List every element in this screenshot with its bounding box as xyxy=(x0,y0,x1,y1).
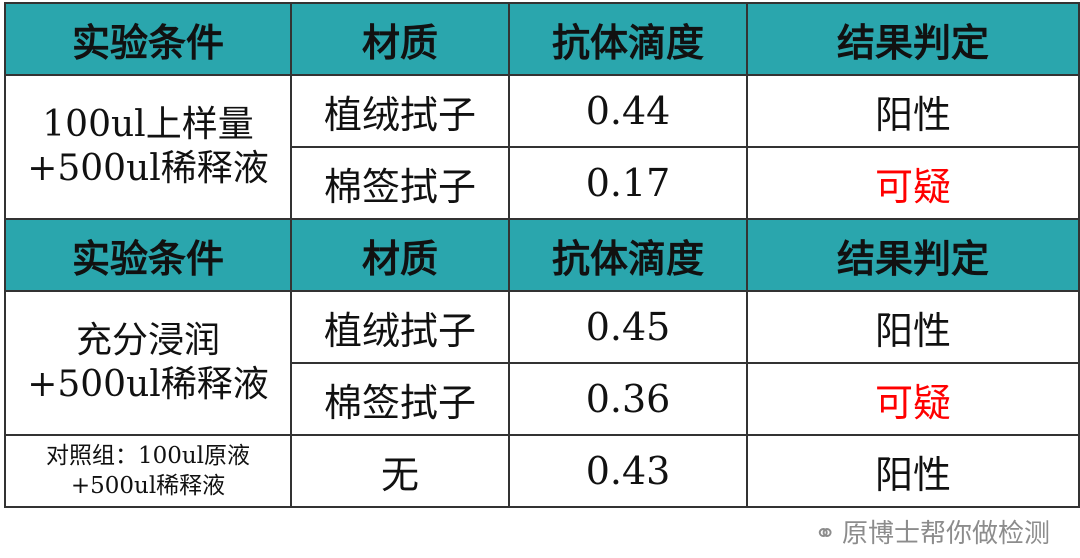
titer-cell: 0.17 xyxy=(508,146,748,220)
condition-line: 100ul上样量 xyxy=(42,104,254,145)
condition-line: +500ul稀释液 xyxy=(70,473,226,499)
table-row: 棉签拭子 0.36 可疑 xyxy=(5,362,1080,436)
results-table: 实验条件 材质 抗体滴度 结果判定 100ul上样量 +500ul稀释液 植绒拭子… xyxy=(4,2,1080,508)
titer-cell: 0.44 xyxy=(508,74,748,148)
header-titer: 抗体滴度 xyxy=(508,218,748,292)
header-material: 材质 xyxy=(290,218,510,292)
material-cell: 无 xyxy=(290,434,510,508)
condition-line: 对照组：100ul原液 xyxy=(45,443,251,469)
table-row: 棉签拭子 0.17 可疑 xyxy=(5,146,1080,220)
result-cell: 可疑 xyxy=(746,146,1080,220)
header-titer: 抗体滴度 xyxy=(508,2,748,76)
condition-cell: 100ul上样量 +500ul稀释液 xyxy=(4,74,292,220)
titer-cell: 0.45 xyxy=(508,290,748,364)
control-row: 对照组：100ul原液 +500ul稀释液 无 0.43 阳性 xyxy=(4,434,1080,508)
wechat-icon: ⚭ xyxy=(814,519,836,549)
material-cell: 植绒拭子 xyxy=(290,74,510,148)
result-cell: 阳性 xyxy=(746,434,1080,508)
condition-line: +500ul稀释液 xyxy=(27,148,269,189)
table-row: 充分浸润 +500ul稀释液 植绒拭子 0.45 阳性 xyxy=(4,290,1080,436)
control-condition-cell: 对照组：100ul原液 +500ul稀释液 xyxy=(4,434,292,508)
titer-cell: 0.36 xyxy=(508,362,748,436)
material-cell: 棉签拭子 xyxy=(290,146,510,220)
result-cell: 阳性 xyxy=(746,290,1080,364)
table-row: 100ul上样量 +500ul稀释液 植绒拭子 0.44 阳性 xyxy=(4,74,1080,220)
watermark: ⚭ 原博士帮你做检测 xyxy=(814,516,1050,552)
header-condition: 实验条件 xyxy=(4,2,292,76)
condition-cell: 充分浸润 +500ul稀释液 xyxy=(4,290,292,436)
material-cell: 植绒拭子 xyxy=(290,290,510,364)
condition-line: 充分浸润 xyxy=(75,320,220,361)
titer-cell: 0.43 xyxy=(508,434,748,508)
header-row: 实验条件 材质 抗体滴度 结果判定 xyxy=(4,218,1080,292)
header-row: 实验条件 材质 抗体滴度 结果判定 xyxy=(4,2,1080,76)
result-cell: 可疑 xyxy=(746,362,1080,436)
header-result: 结果判定 xyxy=(746,2,1080,76)
header-material: 材质 xyxy=(290,2,510,76)
result-cell: 阳性 xyxy=(746,74,1080,148)
header-result: 结果判定 xyxy=(746,218,1080,292)
header-condition: 实验条件 xyxy=(4,218,292,292)
watermark-text: 原博士帮你做检测 xyxy=(841,519,1050,549)
condition-line: +500ul稀释液 xyxy=(27,364,269,405)
material-cell: 棉签拭子 xyxy=(290,362,510,436)
